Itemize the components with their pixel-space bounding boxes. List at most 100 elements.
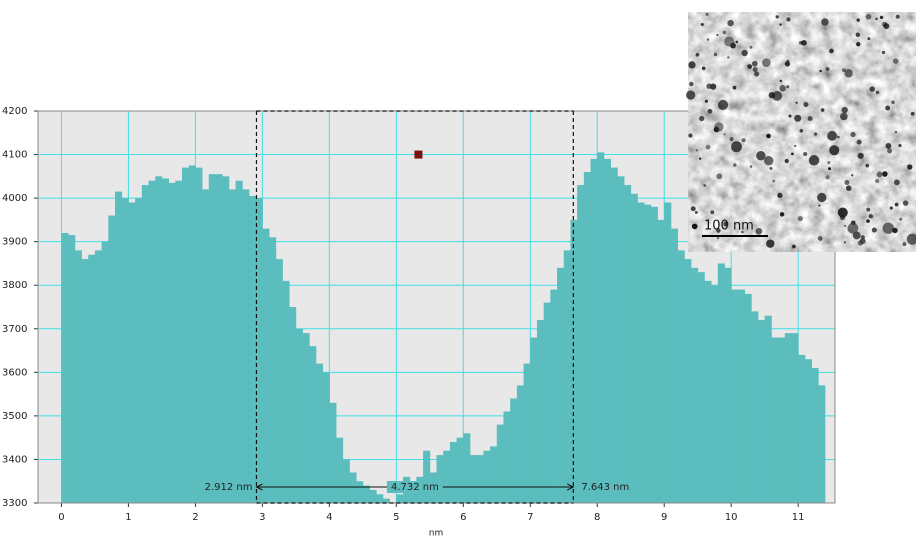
bar bbox=[61, 233, 68, 503]
particle bbox=[818, 205, 820, 207]
bar bbox=[490, 446, 497, 503]
particle bbox=[779, 23, 781, 25]
particle bbox=[880, 16, 883, 19]
particle bbox=[706, 84, 711, 89]
particle bbox=[875, 179, 879, 183]
particle bbox=[792, 245, 796, 249]
particle bbox=[844, 241, 846, 243]
particle bbox=[708, 109, 713, 114]
particle bbox=[766, 239, 774, 247]
particle bbox=[702, 66, 706, 70]
bar bbox=[731, 290, 738, 503]
particle bbox=[890, 207, 893, 210]
particle bbox=[821, 18, 828, 25]
particle bbox=[756, 228, 763, 235]
particle bbox=[882, 171, 888, 177]
y-tick-label: 3600 bbox=[2, 367, 27, 378]
particle bbox=[718, 100, 728, 110]
bar bbox=[591, 159, 598, 503]
particle bbox=[714, 122, 723, 131]
bar bbox=[477, 455, 484, 503]
y-tick-label: 3800 bbox=[2, 280, 27, 291]
particle bbox=[840, 215, 845, 220]
bar bbox=[396, 494, 403, 503]
particle bbox=[747, 64, 752, 69]
bar bbox=[463, 433, 470, 503]
particle bbox=[876, 91, 879, 94]
particle bbox=[827, 131, 837, 141]
bar bbox=[771, 337, 778, 503]
particle bbox=[723, 133, 725, 135]
bar bbox=[544, 303, 551, 503]
bar bbox=[805, 359, 812, 503]
particle bbox=[856, 42, 860, 46]
bar bbox=[557, 268, 564, 503]
bar bbox=[236, 181, 243, 503]
bar bbox=[102, 242, 109, 503]
bar bbox=[691, 268, 698, 503]
particle bbox=[856, 18, 859, 21]
particle bbox=[766, 134, 770, 138]
bar bbox=[282, 281, 289, 503]
bar bbox=[229, 189, 236, 503]
x-tick-label: 8 bbox=[594, 512, 600, 523]
particle bbox=[710, 210, 714, 214]
particle bbox=[829, 49, 834, 54]
particle bbox=[741, 138, 745, 142]
particle bbox=[754, 72, 759, 77]
particle bbox=[819, 70, 822, 73]
bar bbox=[443, 451, 450, 503]
bar bbox=[175, 181, 182, 503]
particle bbox=[785, 61, 790, 66]
particle bbox=[895, 131, 897, 133]
particle bbox=[695, 211, 698, 214]
particle bbox=[733, 163, 736, 166]
particle bbox=[699, 116, 704, 121]
particle bbox=[727, 20, 733, 26]
bar bbox=[724, 268, 731, 503]
particle bbox=[716, 34, 718, 36]
page: {"chart_data": {"type": "histogram", "x_… bbox=[0, 0, 916, 541]
particle bbox=[903, 200, 908, 205]
bar bbox=[68, 235, 75, 503]
bar bbox=[289, 307, 296, 503]
bar bbox=[658, 220, 665, 503]
x-tick-label: 4 bbox=[326, 512, 332, 523]
particle bbox=[716, 173, 722, 179]
particle bbox=[867, 37, 870, 40]
bar bbox=[189, 165, 196, 503]
bar bbox=[269, 237, 276, 503]
particle bbox=[756, 151, 765, 160]
particle bbox=[750, 165, 752, 167]
particle bbox=[902, 242, 906, 246]
particle bbox=[686, 90, 695, 99]
particle bbox=[850, 132, 855, 137]
y-tick-label: 4200 bbox=[2, 106, 27, 117]
particle bbox=[866, 208, 870, 212]
y-tick-label: 4000 bbox=[2, 193, 27, 204]
particle bbox=[764, 156, 773, 165]
x-tick-label: 11 bbox=[792, 512, 805, 523]
inset-image: 100 nm bbox=[686, 12, 916, 252]
bar bbox=[195, 168, 202, 503]
bar bbox=[437, 455, 444, 503]
bar bbox=[718, 263, 725, 503]
bar bbox=[450, 442, 457, 503]
bar bbox=[597, 152, 604, 503]
bar bbox=[262, 229, 269, 503]
particle bbox=[856, 33, 860, 37]
particle bbox=[882, 51, 885, 54]
particle bbox=[827, 161, 830, 164]
bar bbox=[356, 481, 363, 503]
y-tick-label: 3900 bbox=[2, 237, 27, 248]
particle bbox=[808, 116, 813, 121]
bar bbox=[296, 329, 303, 503]
bar bbox=[95, 250, 102, 503]
particle bbox=[818, 236, 823, 241]
x-tick-label: 10 bbox=[725, 512, 738, 523]
bar bbox=[242, 189, 249, 503]
bar bbox=[651, 207, 658, 503]
particle bbox=[803, 152, 807, 156]
bar bbox=[530, 337, 537, 503]
y-tick-label: 3400 bbox=[2, 454, 27, 465]
